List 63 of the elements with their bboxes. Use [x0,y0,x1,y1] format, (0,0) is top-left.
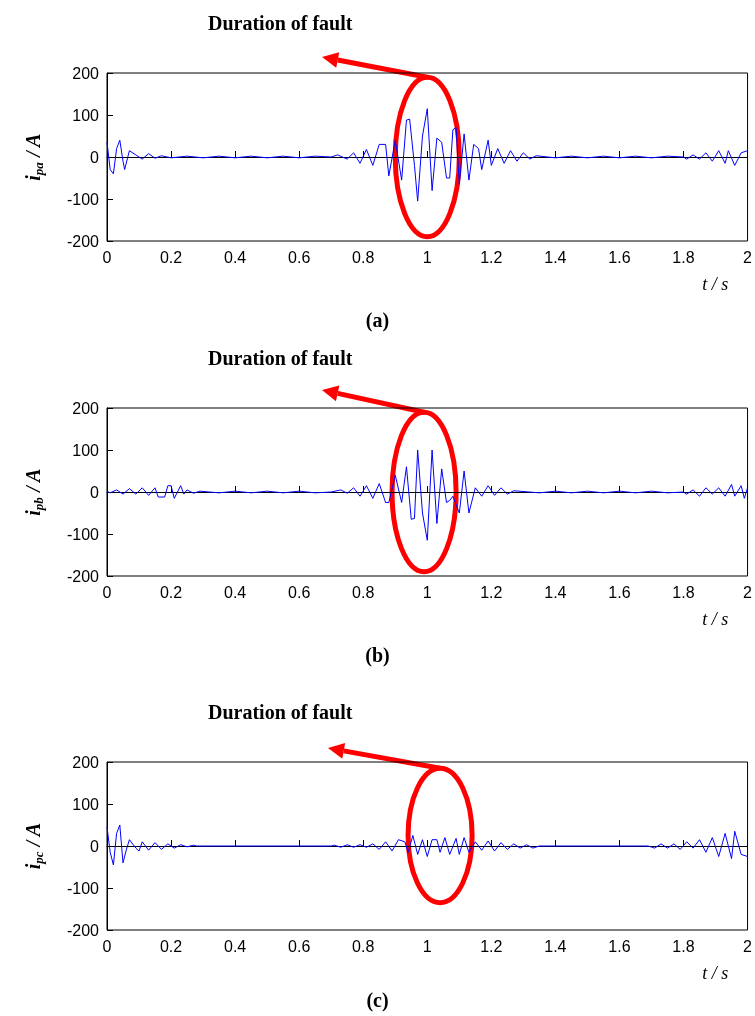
x-tick-label: 1.4 [544,248,567,266]
x-tick-label: 0.2 [159,583,183,601]
line-series [106,824,749,866]
x-tick-label: 0 [102,248,112,266]
x-tick-label: 1.8 [672,248,695,266]
x-tick-label: 1 [422,248,432,266]
y-tick-label: 200 [72,753,100,771]
text: (c) [366,989,389,1012]
x-tick-label: 0.6 [288,248,311,266]
x-tick-label: 1.2 [480,583,503,601]
x-tick-label: 0.6 [288,937,311,955]
y-axis-title: ipc / A [21,823,46,870]
y-tick-label: 100 [72,106,100,124]
x-tick-label: 2 [743,583,753,601]
y-tick-label: 0 [90,148,100,166]
x-tick-label: 0.2 [159,248,183,266]
x-tick-label: 1 [422,937,432,955]
y-tick-label: -200 [66,567,100,585]
chart-title: Duration of fault [208,12,353,34]
x-tick-label: 0 [102,937,112,955]
y-tick-label: 200 [72,399,100,417]
line-series [106,449,749,541]
y-tick-label: -200 [66,921,100,939]
x-tick-label: 0.8 [352,583,375,601]
chart-title: Duration of fault [208,347,353,369]
y-tick-label: -100 [66,879,100,897]
y-tick-label: 100 [72,795,100,813]
x-tick-label: 0.4 [223,248,247,266]
x-axis-title: t / s [702,274,729,294]
x-tick-label: 0.6 [288,583,311,601]
x-tick-label: 0.8 [352,937,375,955]
x-tick-label: 0.4 [223,937,247,955]
text: (b) [365,644,390,667]
y-tick-label: -100 [66,190,100,208]
x-tick-label: 1.6 [608,937,631,955]
x-tick-label: 2 [743,248,753,266]
x-tick-label: 1.4 [544,937,567,955]
y-tick-label: 0 [90,483,100,501]
y-tick-label: -100 [66,525,100,543]
y-tick-label: -200 [66,232,100,250]
x-tick-label: 0.8 [352,248,375,266]
y-tick-label: 0 [90,837,100,855]
x-tick-label: 2 [743,937,753,955]
x-tick-label: 1 [422,583,432,601]
chart-title: Duration of fault [208,701,353,723]
x-tick-label: 0 [102,583,112,601]
x-tick-label: 1.2 [480,248,503,266]
x-tick-label: 0.4 [223,583,247,601]
x-tick-label: 1.8 [672,583,695,601]
x-tick-label: 1.8 [672,937,695,955]
y-axis-title: ipb / A [21,468,46,516]
x-tick-label: 1.4 [544,583,567,601]
x-tick-label: 1.6 [608,248,631,266]
x-tick-label: 1.6 [608,583,631,601]
x-tick-label: 1.2 [480,937,503,955]
y-axis-title: ipa / A [21,133,46,181]
line-series [106,108,749,202]
text: (a) [365,309,390,332]
y-tick-label: 200 [72,64,100,82]
x-axis-title: t / s [702,609,729,629]
y-tick-label: 100 [72,441,100,459]
x-axis-title: t / s [702,963,729,983]
x-tick-label: 0.2 [159,937,183,955]
